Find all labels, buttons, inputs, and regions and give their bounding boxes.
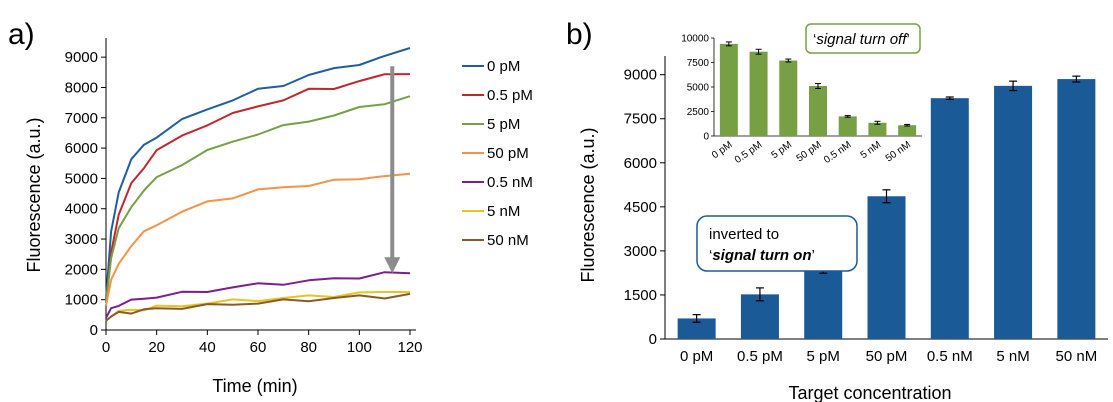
series-line-0 <box>105 47 411 300</box>
panel-b-y-tick-label: 4500 <box>624 199 657 216</box>
panel-a-line-chart: 0 1000 2000 3000 4000 5000 6000 7000 8000 9000 0 20… <box>24 38 533 396</box>
inset-y-tick-label: 5000 <box>687 83 710 94</box>
bar-2 <box>804 269 843 339</box>
panel-b-y-tick-label: 6000 <box>624 155 657 172</box>
inset-bar-2 <box>779 60 798 136</box>
panel-a-y-tick-label: 6000 <box>65 140 98 157</box>
panel-b-y-tick-label: 7500 <box>624 111 657 128</box>
panel-a-legend: 0 pM 0.5 pM 5 pM 50 pM 0.5 nM 5 nM 50 nM <box>462 58 533 249</box>
legend-label-1: 0.5 pM <box>487 87 533 104</box>
panel-a-y-tick-label: 1000 <box>65 292 98 309</box>
panel-b-bars <box>677 75 1096 339</box>
signal-on-line2: ‘signal turn on’ <box>709 247 815 264</box>
panel-a-x-tick-label: 20 <box>148 339 165 356</box>
panel-a-series-lines <box>105 47 411 322</box>
bar-4 <box>930 98 969 339</box>
inset-y-tick-label: 7500 <box>687 58 710 69</box>
inset-y-tick-label: 10000 <box>681 34 709 45</box>
panel-a-x-tick-label: 120 <box>397 339 422 356</box>
panel-b-axes: 0 1500 3000 4500 6000 7500 9000 0 pM 0.5 pM 5 pM 5… <box>624 56 1108 365</box>
panel-a-x-tick-label: 80 <box>300 339 317 356</box>
inset-bar-5 <box>868 122 887 136</box>
panel-a-x-tick-label: 100 <box>347 339 372 356</box>
panel-b-bar-chart: 0 1500 3000 4500 6000 7500 9000 0 pM 0.5 pM 5 pM 5… <box>578 23 1108 402</box>
bar-3 <box>867 196 906 339</box>
bar-5 <box>994 85 1033 339</box>
series-line-6 <box>105 292 411 322</box>
panel-b-y-tick-label: 9000 <box>624 67 657 84</box>
inset-bar-1 <box>749 51 768 136</box>
legend-label-6: 50 nM <box>487 232 529 249</box>
panel-a-label: a) <box>8 18 35 51</box>
inset-y-tick-label: 0 <box>703 132 709 143</box>
panel-a-x-tick-label: 40 <box>199 339 216 356</box>
panel-a-x-tick-label: 60 <box>250 339 267 356</box>
inset-bar-6 <box>898 125 917 136</box>
panel-b-category-label: 0 pM <box>680 348 713 365</box>
panel-b-category-label: 0.5 pM <box>737 348 783 365</box>
panel-b-category-label: 5 pM <box>807 348 840 365</box>
legend-label-4: 0.5 nM <box>487 174 533 191</box>
signal-off-annotation: ‘signal turn off’ <box>805 23 921 54</box>
bar-1 <box>740 294 779 339</box>
bar-6 <box>1057 79 1096 339</box>
panel-a-y-tick-label: 4000 <box>65 201 98 218</box>
bar-0 <box>677 318 716 339</box>
panel-b-category-label: 0.5 nM <box>927 348 973 365</box>
series-line-1 <box>105 73 411 303</box>
legend-label-5: 5 nM <box>487 203 520 220</box>
signal-on-line1: inverted to <box>709 226 779 243</box>
panel-a-x-axis-title: Time (min) <box>212 376 297 396</box>
series-line-3 <box>105 172 411 306</box>
panel-a-x-tick-label: 0 <box>102 339 110 356</box>
panel-a-y-tick-label: 2000 <box>65 261 98 278</box>
series-line-4 <box>105 271 411 319</box>
panel-a-y-tick-label: 3000 <box>65 231 98 248</box>
inset-bars <box>719 41 917 136</box>
panel-a-y-tick-label: 9000 <box>65 49 98 66</box>
signal-on-annotation: inverted to ‘signal turn on’ <box>696 215 858 272</box>
series-line-5 <box>105 290 411 322</box>
panel-b-y-tick-label: 3000 <box>624 243 657 260</box>
legend-label-2: 5 pM <box>487 116 520 133</box>
inset-bar-4 <box>838 116 857 136</box>
panel-a-y-tick-label: 8000 <box>65 79 98 96</box>
panel-b-category-label: 50 pM <box>866 348 908 365</box>
panel-b-x-axis-title: Target concentration <box>788 383 951 402</box>
inset-bar-3 <box>809 86 827 136</box>
panel-b-y-tick-label: 1500 <box>624 287 657 304</box>
panel-b-category-label: 5 nM <box>996 348 1029 365</box>
panel-a-trend-arrow <box>384 66 401 274</box>
panel-a-axes: 0 1000 2000 3000 4000 5000 6000 7000 8000 9000 0 20… <box>65 38 423 356</box>
panel-a-y-tick-label: 0 <box>90 322 98 339</box>
panel-b-y-axis-title: Fluorescence (a.u.) <box>578 127 598 282</box>
panel-b-label: b) <box>566 18 593 51</box>
signal-off-annotation-box <box>805 23 921 54</box>
panel-a-y-axis-title: Fluorescence (a.u.) <box>24 117 44 272</box>
series-line-2 <box>105 95 411 303</box>
panel-b-category-label: 50 nM <box>1056 348 1098 365</box>
panel-b-y-tick-label: 0 <box>649 331 657 348</box>
signal-on-annotation-box <box>696 215 858 272</box>
panel-a-y-tick-label: 5000 <box>65 170 98 187</box>
signal-off-text: ‘signal turn off’ <box>813 31 910 48</box>
inset-bar-0 <box>719 43 738 136</box>
panel-a-y-tick-label: 7000 <box>65 110 98 127</box>
legend-label-0: 0 pM <box>487 58 520 75</box>
legend-label-3: 50 pM <box>487 145 529 162</box>
inset-y-tick-label: 2500 <box>687 107 710 118</box>
trend-arrow-head <box>384 257 401 274</box>
